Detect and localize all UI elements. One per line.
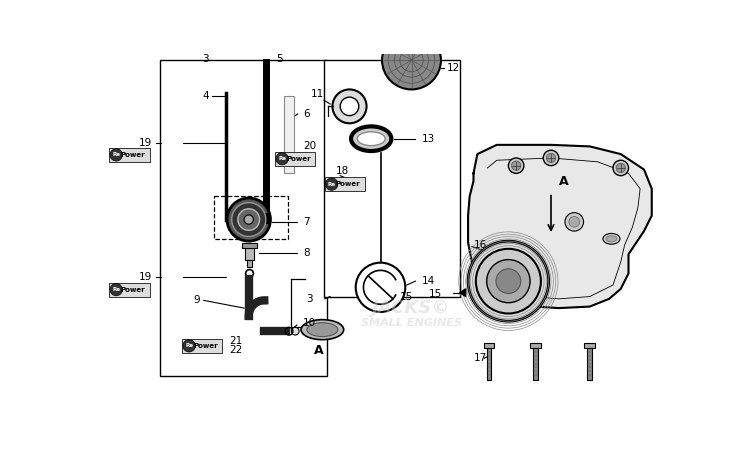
- Text: Re: Re: [278, 156, 286, 161]
- Text: Power: Power: [193, 343, 217, 349]
- Text: 4: 4: [202, 91, 208, 101]
- Text: 17: 17: [473, 353, 487, 363]
- Bar: [244, 245, 254, 261]
- Circle shape: [616, 163, 626, 173]
- Bar: [487, 348, 491, 381]
- Text: 6: 6: [303, 109, 310, 119]
- Text: JACKS©: JACKS©: [372, 299, 451, 317]
- Text: 5: 5: [276, 54, 283, 63]
- Circle shape: [382, 31, 441, 90]
- Circle shape: [110, 148, 122, 161]
- Text: 18: 18: [335, 166, 349, 176]
- Text: Power: Power: [120, 152, 145, 158]
- Text: 22: 22: [230, 346, 243, 356]
- Text: 10: 10: [303, 319, 316, 328]
- Text: 8: 8: [303, 248, 310, 258]
- Circle shape: [227, 198, 271, 241]
- Bar: [242, 243, 257, 248]
- Circle shape: [326, 178, 338, 190]
- Circle shape: [468, 241, 549, 321]
- Circle shape: [340, 97, 358, 116]
- Text: 15: 15: [400, 292, 413, 302]
- Ellipse shape: [307, 323, 338, 337]
- Circle shape: [543, 150, 559, 166]
- Circle shape: [332, 90, 367, 123]
- Circle shape: [512, 161, 520, 170]
- Text: 7: 7: [303, 217, 310, 227]
- Text: 13: 13: [422, 134, 435, 144]
- Polygon shape: [468, 145, 652, 308]
- Bar: [530, 343, 541, 348]
- Circle shape: [565, 212, 584, 231]
- Text: 3: 3: [202, 54, 208, 63]
- Circle shape: [476, 249, 541, 314]
- Bar: [182, 339, 223, 353]
- Text: 20: 20: [303, 141, 316, 151]
- Ellipse shape: [603, 234, 620, 244]
- Text: 9: 9: [193, 295, 200, 306]
- Text: A: A: [314, 344, 323, 357]
- Bar: [248, 261, 252, 266]
- Circle shape: [546, 153, 556, 162]
- Text: Re: Re: [185, 343, 193, 348]
- Text: 11: 11: [310, 89, 324, 99]
- Text: 3: 3: [306, 294, 313, 304]
- Circle shape: [568, 216, 580, 227]
- Ellipse shape: [606, 236, 616, 242]
- Text: Power: Power: [286, 156, 310, 162]
- Circle shape: [110, 284, 122, 296]
- Text: Re: Re: [328, 182, 336, 187]
- Ellipse shape: [301, 320, 344, 340]
- Bar: [275, 152, 316, 166]
- Circle shape: [291, 327, 299, 335]
- Bar: [325, 177, 365, 191]
- Circle shape: [496, 269, 520, 293]
- Bar: [584, 343, 596, 348]
- Ellipse shape: [357, 132, 386, 146]
- Polygon shape: [460, 289, 466, 297]
- Text: 16: 16: [473, 240, 487, 250]
- Ellipse shape: [351, 126, 392, 151]
- Text: SMALL ENGINES: SMALL ENGINES: [361, 319, 462, 328]
- Circle shape: [487, 260, 530, 303]
- Bar: [284, 96, 295, 173]
- Text: 12: 12: [446, 63, 460, 73]
- Circle shape: [232, 202, 266, 237]
- Bar: [214, 197, 287, 239]
- Text: 19: 19: [139, 272, 152, 282]
- Bar: [110, 283, 149, 297]
- Circle shape: [183, 340, 195, 352]
- Text: Power: Power: [120, 287, 145, 292]
- Circle shape: [238, 209, 260, 230]
- Bar: [484, 343, 494, 348]
- Text: 19: 19: [139, 138, 152, 148]
- Text: Re: Re: [112, 153, 120, 158]
- Circle shape: [356, 263, 405, 312]
- Bar: [324, 60, 460, 297]
- Text: Re: Re: [112, 287, 120, 292]
- Circle shape: [613, 160, 628, 176]
- Text: 21: 21: [230, 336, 243, 346]
- Circle shape: [244, 215, 254, 224]
- Circle shape: [276, 153, 288, 165]
- Bar: [587, 348, 592, 381]
- Bar: [110, 148, 149, 162]
- Text: Power: Power: [336, 181, 360, 187]
- Bar: [160, 60, 327, 376]
- Text: 14: 14: [422, 276, 435, 286]
- Bar: [533, 348, 538, 381]
- Text: A: A: [559, 175, 568, 188]
- Circle shape: [509, 158, 524, 173]
- Text: 15: 15: [429, 289, 442, 299]
